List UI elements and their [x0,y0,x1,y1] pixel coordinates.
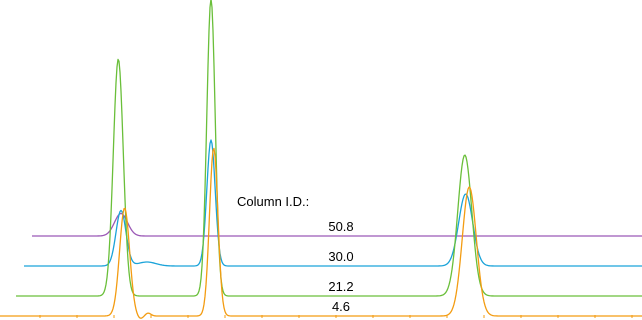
series-label-4-6: 4.6 [332,299,350,314]
trace-30-0 [24,139,642,267]
series-label-21-2: 21.2 [328,279,353,294]
trace-4-6 [0,147,642,319]
series-label-50-8: 50.8 [328,219,353,234]
legend-title: Column I.D.: [237,194,309,209]
series-label-30-0: 30.0 [328,249,353,264]
trace-21-2 [16,0,642,297]
trace-50-8 [32,212,642,237]
series-labels: Column I.D.: 50.8 30.0 21.2 4.6 [237,194,354,314]
